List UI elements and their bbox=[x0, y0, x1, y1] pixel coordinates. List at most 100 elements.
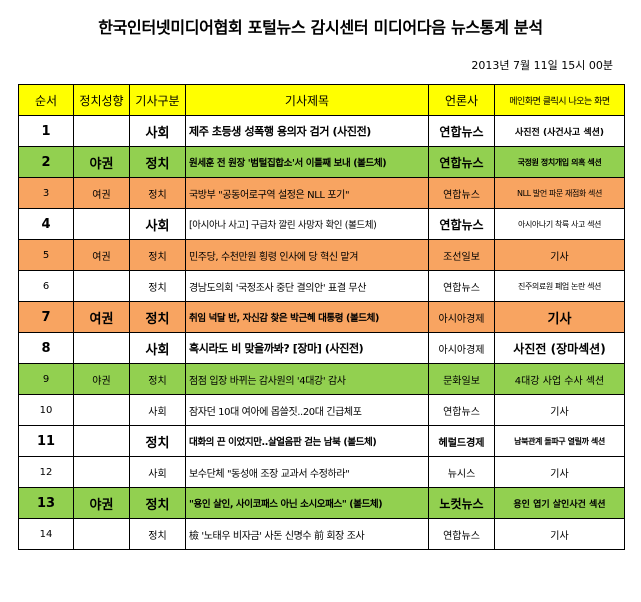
header-headline: 기사제목 bbox=[185, 84, 429, 116]
header-main-screen: 메인화면 클릭시 나오는 화면 bbox=[494, 84, 625, 116]
cell-screen: 기사 bbox=[494, 394, 625, 426]
cell-order: 4 bbox=[18, 208, 74, 240]
cell-screen: 기사 bbox=[494, 456, 625, 488]
cell-order: 10 bbox=[18, 394, 74, 426]
cell-lean: 여권 bbox=[73, 301, 130, 333]
cell-headline: 제주 초등생 성폭행 용의자 검거 (사진전) bbox=[185, 115, 429, 147]
cell-screen: 국정원 정치개입 의혹 섹션 bbox=[494, 146, 625, 178]
cell-lean bbox=[73, 425, 130, 457]
cell-category: 사회 bbox=[129, 208, 186, 240]
cell-order: 13 bbox=[18, 487, 74, 519]
table-row: 11 정치 대화의 끈 이었지만..살얼음판 걷는 남북 (볼드체) 헤럴드경제… bbox=[18, 425, 625, 457]
cell-headline: [아시아나 사고] 구급차 깔린 사망자 확인 (볼드체) bbox=[185, 208, 429, 240]
cell-lean: 여권 bbox=[73, 239, 130, 271]
cell-headline: 점점 입장 바뀌는 감사원의 '4대강' 감사 bbox=[185, 363, 429, 395]
table-row: 8 사회 혹시라도 비 맞을까봐? [장마] (사진전) 아시아경제 사진전 (… bbox=[18, 332, 625, 364]
cell-lean bbox=[73, 456, 130, 488]
cell-outlet: 노컷뉴스 bbox=[428, 487, 495, 519]
cell-outlet: 연합뉴스 bbox=[428, 270, 495, 302]
cell-lean bbox=[73, 394, 130, 426]
cell-outlet: 아시아경제 bbox=[428, 332, 495, 364]
cell-headline: 민주당, 수천만원 횡령 인사에 당 혁신 맡겨 bbox=[185, 239, 429, 271]
cell-outlet: 연합뉴스 bbox=[428, 115, 495, 147]
cell-headline: 대화의 끈 이었지만..살얼음판 걷는 남북 (볼드체) bbox=[185, 425, 429, 457]
cell-lean bbox=[73, 332, 130, 364]
cell-category: 사회 bbox=[129, 456, 186, 488]
cell-outlet: 연합뉴스 bbox=[428, 208, 495, 240]
cell-headline: 취임 넉달 반, 자신감 찾은 박근혜 대통령 (볼드체) bbox=[185, 301, 429, 333]
cell-outlet: 연합뉴스 bbox=[428, 518, 495, 550]
cell-outlet: 아시아경제 bbox=[428, 301, 495, 333]
cell-headline: "용인 살인, 사이코패스 아닌 소시오패스" (볼드체) bbox=[185, 487, 429, 519]
page-title: 한국인터넷미디어협회 포털뉴스 감시센터 미디어다음 뉴스통계 분석 bbox=[98, 18, 543, 37]
cell-headline: 檢 '노태우 비자금' 사돈 신명수 前 회장 조사 bbox=[185, 518, 429, 550]
cell-category: 정치 bbox=[129, 146, 186, 178]
cell-category: 정치 bbox=[129, 487, 186, 519]
cell-order: 11 bbox=[18, 425, 74, 457]
cell-category: 정치 bbox=[129, 239, 186, 271]
cell-headline: 잠자던 10대 여아에 몹쓸짓..20대 긴급체포 bbox=[185, 394, 429, 426]
cell-lean bbox=[73, 208, 130, 240]
cell-screen: 진주의료원 폐업 논란 섹션 bbox=[494, 270, 625, 302]
table-row: 4 사회 [아시아나 사고] 구급차 깔린 사망자 확인 (볼드체) 연합뉴스 … bbox=[18, 208, 625, 240]
news-stats-table: 순서 정치성향 기사구분 기사제목 언론사 메인화면 클릭시 나오는 화면 1 … bbox=[18, 84, 625, 550]
cell-outlet: 연합뉴스 bbox=[428, 177, 495, 209]
table-row: 2 야권 정치 원세훈 전 원장 '범털집합소'서 이틀째 보내 (볼드체) 연… bbox=[18, 146, 625, 178]
cell-headline: 국방부 "공동어로구역 설정은 NLL 포기" bbox=[185, 177, 429, 209]
cell-outlet: 연합뉴스 bbox=[428, 146, 495, 178]
cell-lean: 야권 bbox=[73, 363, 130, 395]
header-outlet: 언론사 bbox=[428, 84, 495, 116]
table-header-row: 순서 정치성향 기사구분 기사제목 언론사 메인화면 클릭시 나오는 화면 bbox=[18, 84, 625, 116]
cell-screen: 기사 bbox=[494, 239, 625, 271]
cell-outlet: 조선일보 bbox=[428, 239, 495, 271]
table-row: 6 정치 경남도의회 '국정조사 중단 결의안' 표결 무산 연합뉴스 진주의료… bbox=[18, 270, 625, 302]
cell-category: 정치 bbox=[129, 518, 186, 550]
cell-screen: 용인 엽기 살인사건 섹션 bbox=[494, 487, 625, 519]
cell-order: 1 bbox=[18, 115, 74, 147]
cell-order: 7 bbox=[18, 301, 74, 333]
table-row: 12 사회 보수단체 "동성애 조장 교과서 수정하라" 뉴시스 기사 bbox=[18, 456, 625, 488]
header-political-lean: 정치성향 bbox=[73, 84, 130, 116]
header-category: 기사구분 bbox=[129, 84, 186, 116]
cell-lean bbox=[73, 518, 130, 550]
cell-order: 2 bbox=[18, 146, 74, 178]
cell-category: 정치 bbox=[129, 177, 186, 209]
cell-category: 정치 bbox=[129, 301, 186, 333]
cell-headline: 경남도의회 '국정조사 중단 결의안' 표결 무산 bbox=[185, 270, 429, 302]
cell-screen: 4대강 사업 수사 섹션 bbox=[494, 363, 625, 395]
cell-headline: 원세훈 전 원장 '범털집합소'서 이틀째 보내 (볼드체) bbox=[185, 146, 429, 178]
cell-order: 12 bbox=[18, 456, 74, 488]
table-row: 13 야권 정치 "용인 살인, 사이코패스 아닌 소시오패스" (볼드체) 노… bbox=[18, 487, 625, 519]
table-row: 1 사회 제주 초등생 성폭행 용의자 검거 (사진전) 연합뉴스 사진전 (사… bbox=[18, 115, 625, 147]
table-row: 10 사회 잠자던 10대 여아에 몹쓸짓..20대 긴급체포 연합뉴스 기사 bbox=[18, 394, 625, 426]
cell-order: 9 bbox=[18, 363, 74, 395]
cell-screen: 기사 bbox=[494, 301, 625, 333]
table-row: 9 야권 정치 점점 입장 바뀌는 감사원의 '4대강' 감사 문화일보 4대강… bbox=[18, 363, 625, 395]
cell-lean: 야권 bbox=[73, 146, 130, 178]
cell-outlet: 헤럴드경제 bbox=[428, 425, 495, 457]
cell-category: 사회 bbox=[129, 332, 186, 364]
cell-screen: 사진전 (장마섹션) bbox=[494, 332, 625, 364]
cell-screen: 사진전 (사건사고 섹션) bbox=[494, 115, 625, 147]
cell-lean bbox=[73, 270, 130, 302]
cell-category: 정치 bbox=[129, 425, 186, 457]
cell-screen: 남북관계 돌파구 열릴까 섹션 bbox=[494, 425, 625, 457]
cell-screen: 아시아나기 착륙 사고 섹션 bbox=[494, 208, 625, 240]
table-row: 5 여권 정치 민주당, 수천만원 횡령 인사에 당 혁신 맡겨 조선일보 기사 bbox=[18, 239, 625, 271]
header-order: 순서 bbox=[18, 84, 74, 116]
cell-outlet: 뉴시스 bbox=[428, 456, 495, 488]
cell-category: 정치 bbox=[129, 363, 186, 395]
table-row: 3 여권 정치 국방부 "공동어로구역 설정은 NLL 포기" 연합뉴스 NLL… bbox=[18, 177, 625, 209]
cell-category: 사회 bbox=[129, 115, 186, 147]
report-date: 2013년 7월 11일 15시 00분 bbox=[471, 59, 613, 72]
cell-outlet: 연합뉴스 bbox=[428, 394, 495, 426]
cell-order: 5 bbox=[18, 239, 74, 271]
cell-screen: 기사 bbox=[494, 518, 625, 550]
cell-headline: 혹시라도 비 맞을까봐? [장마] (사진전) bbox=[185, 332, 429, 364]
cell-outlet: 문화일보 bbox=[428, 363, 495, 395]
cell-screen: NLL 발언 파문 재점화 섹션 bbox=[494, 177, 625, 209]
cell-category: 사회 bbox=[129, 394, 186, 426]
cell-lean: 야권 bbox=[73, 487, 130, 519]
cell-lean: 여권 bbox=[73, 177, 130, 209]
